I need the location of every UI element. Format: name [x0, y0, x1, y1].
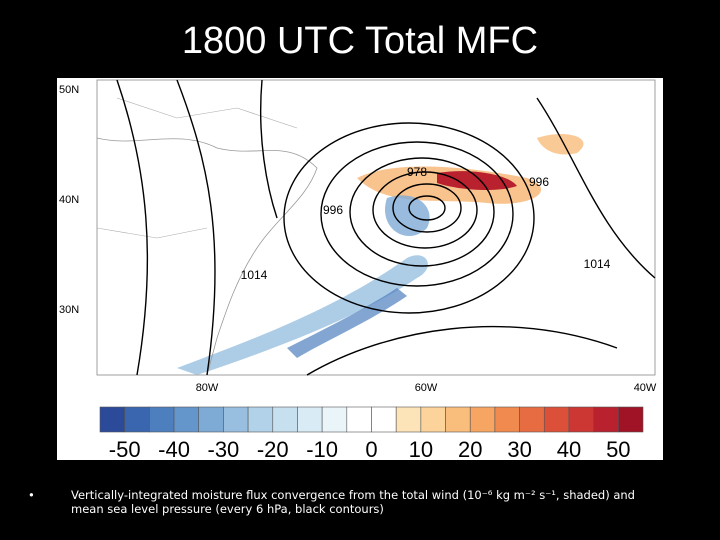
- colorbar-label: -40: [158, 437, 190, 460]
- lon-label: 40W: [634, 382, 657, 394]
- map: [96, 79, 656, 376]
- colorbar-box: [198, 406, 224, 433]
- slide-title: 1800 UTC Total MFC: [181, 20, 539, 62]
- contour-label: 996: [323, 203, 343, 217]
- contour-label: 978: [407, 165, 427, 179]
- colorbar-box: [297, 406, 323, 433]
- colorbar-label: 10: [409, 437, 433, 460]
- colorbar-label: 20: [458, 437, 482, 460]
- colorbar-box: [173, 406, 200, 433]
- lon-label: 80W: [196, 382, 219, 394]
- contour-label: 996: [529, 175, 549, 189]
- lat-label: 50N: [59, 84, 79, 96]
- colorbar-box: [543, 406, 570, 433]
- colorbar-box: [568, 406, 594, 433]
- colorbar-box: [519, 406, 545, 433]
- lat-label: 40N: [59, 194, 79, 206]
- colorbar-box: [395, 406, 422, 433]
- colorbar-label: -20: [257, 437, 289, 460]
- colorbar-box: [420, 406, 446, 433]
- colorbar-box: [494, 406, 520, 433]
- colorbar-box: [618, 406, 644, 433]
- colorbar-box: [124, 406, 150, 433]
- colorbar-label: 0: [365, 437, 377, 460]
- contour-label: 1014: [241, 268, 268, 282]
- colorbar-box: [346, 406, 372, 433]
- lat-label: 30N: [59, 304, 79, 316]
- colorbar-box: [371, 406, 397, 433]
- contour-label: 1014: [584, 257, 611, 271]
- colorbar-box: [321, 406, 348, 433]
- colorbar-box: [149, 406, 175, 433]
- colorbar-box: [247, 406, 274, 433]
- colorbar-box: [99, 406, 125, 433]
- bullet-dot: •: [28, 488, 35, 502]
- lon-label: 60W: [415, 382, 438, 394]
- colorbar-label: -30: [208, 437, 240, 460]
- colorbar-label: -50: [109, 437, 141, 460]
- bullet-text: Vertically-integrated moisture flux conv…: [71, 488, 635, 516]
- colorbar-label: 40: [557, 437, 581, 460]
- colorbar-box: [445, 406, 471, 433]
- colorbar-label: 30: [507, 437, 531, 460]
- map-panel: 50N 40N 30N 80W 60W 40W 978 996 996 1014 1014 -50 -4…: [57, 78, 663, 460]
- colorbar-box: [469, 406, 496, 433]
- colorbar-label: -10: [306, 437, 338, 460]
- colorbar-box: [593, 406, 619, 433]
- colorbar-box: [223, 406, 249, 433]
- colorbar-label: 50: [606, 437, 630, 460]
- colorbar-box: [272, 406, 298, 433]
